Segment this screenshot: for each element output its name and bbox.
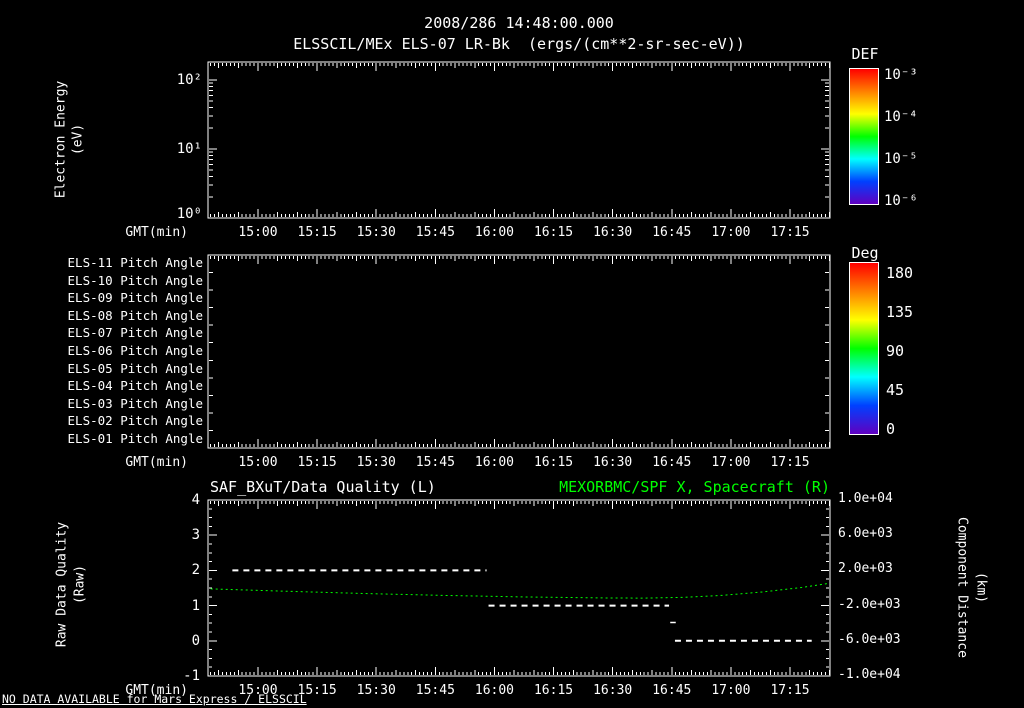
quality-ytick-label: -1 bbox=[183, 668, 200, 684]
deg-colorbar-tick-label: 0 bbox=[886, 420, 896, 438]
x-tick-label: 17:15 bbox=[770, 683, 810, 698]
distance-axis-label: Component Distance bbox=[954, 517, 970, 658]
x-tick-label: 16:15 bbox=[533, 683, 574, 698]
pitch-row-label: ELS-10 Pitch Angle bbox=[67, 272, 203, 288]
quality-ytick-label: 4 bbox=[191, 492, 200, 508]
energy-ytick-label: 10² bbox=[176, 72, 202, 88]
distance-ytick-label: -2.0e+03 bbox=[838, 596, 901, 612]
x-tick-label: 16:30 bbox=[593, 225, 633, 240]
deg-colorbar-tick-label: 180 bbox=[886, 264, 914, 282]
quality-ytick-label: 3 bbox=[191, 527, 200, 544]
x-tick-label: 16:00 bbox=[474, 455, 515, 470]
distance-curve bbox=[210, 582, 830, 599]
x-tick-label: 16:15 bbox=[533, 225, 574, 240]
x-tick-label: 15:45 bbox=[415, 225, 455, 240]
distance-series-title: MEXORBMC/SPF X, Spacecraft (R) bbox=[559, 478, 830, 496]
x-tick-label: 15:30 bbox=[356, 683, 396, 698]
x-tick-label: 16:00 bbox=[474, 683, 515, 698]
distance-axis-units: (km) bbox=[973, 571, 989, 604]
x-tick-label: 15:15 bbox=[297, 225, 337, 240]
axis-tick-marks bbox=[209, 63, 830, 677]
pitch-row-label: ELS-01 Pitch Angle bbox=[67, 430, 203, 446]
x-tick-label: 15:45 bbox=[415, 683, 455, 698]
x-tick-label: 16:15 bbox=[533, 455, 574, 470]
data-series bbox=[210, 569, 830, 642]
pitch-angle-panel bbox=[207, 254, 831, 449]
gmt-axis-label-2: GMT(min) bbox=[125, 455, 188, 470]
def-colorbar-tick-label: 10⁻⁴ bbox=[884, 109, 918, 125]
quality-axis-units: (Raw) bbox=[72, 564, 88, 605]
x-tick-label: 15:15 bbox=[297, 455, 337, 470]
energy-axis-label: Electron Energy bbox=[53, 80, 69, 199]
def-colorbar bbox=[849, 68, 879, 205]
pitch-row-label: ELS-03 Pitch Angle bbox=[67, 395, 203, 411]
gmt-axis-label-3: GMT(min) bbox=[125, 683, 188, 698]
x-tick-label: 15:00 bbox=[238, 683, 278, 698]
quality-axis-label: Raw Data Quality bbox=[54, 521, 70, 648]
quality-ytick-label: 0 bbox=[191, 632, 200, 649]
quality-ytick-label: 1 bbox=[191, 597, 200, 614]
pitch-row-label: ELS-07 Pitch Angle bbox=[67, 325, 203, 341]
def-colorbar-tick-label: 10⁻⁶ bbox=[884, 193, 918, 209]
plot-subtitle: ELSSCIL/MEx ELS-07 LR-Bk (ergs/(cm**2-sr… bbox=[293, 35, 745, 53]
pitch-row-label: ELS-05 Pitch Angle bbox=[67, 360, 203, 376]
quality-series-title: SAF_BXuT/Data Quality (L) bbox=[210, 478, 436, 496]
x-tick-label: 16:00 bbox=[474, 225, 515, 240]
distance-ytick-label: 6.0e+03 bbox=[838, 526, 893, 542]
x-tick-label: 17:00 bbox=[711, 683, 751, 698]
x-tick-label: 17:15 bbox=[770, 225, 810, 240]
deg-colorbar-tick-label: 45 bbox=[886, 381, 905, 399]
x-tick-label: 16:30 bbox=[593, 683, 633, 698]
deg-colorbar bbox=[849, 262, 879, 435]
pitch-row-label: ELS-08 Pitch Angle bbox=[67, 307, 203, 323]
deg-colorbar-tick-label: 135 bbox=[886, 303, 914, 321]
energy-axis-units: (eV) bbox=[70, 123, 86, 156]
spectrogram-panel bbox=[207, 61, 831, 219]
x-tick-label: 15:30 bbox=[356, 455, 396, 470]
pitch-row-label: ELS-09 Pitch Angle bbox=[67, 290, 203, 306]
pitch-row-label: ELS-06 Pitch Angle bbox=[67, 343, 203, 358]
x-tick-label: 16:30 bbox=[593, 455, 633, 470]
distance-ytick-label: 2.0e+03 bbox=[838, 561, 893, 577]
energy-ytick-label: 10¹ bbox=[176, 141, 202, 157]
def-colorbar-title: DEF bbox=[851, 45, 879, 63]
plot-date-title: 2008/286 14:48:00.000 bbox=[424, 14, 614, 32]
deg-colorbar-title: Deg bbox=[851, 244, 879, 262]
pitch-row-label: ELS-04 Pitch Angle bbox=[67, 378, 203, 394]
deg-colorbar-tick-label: 90 bbox=[886, 342, 905, 360]
def-colorbar-tick-label: 10⁻⁵ bbox=[884, 151, 918, 167]
x-tick-label: 17:15 bbox=[770, 455, 810, 470]
def-colorbar-tick-label: 10⁻³ bbox=[884, 67, 918, 83]
distance-ytick-label: 1.0e+04 bbox=[838, 491, 893, 506]
x-tick-label: 15:00 bbox=[238, 455, 278, 470]
x-tick-label: 15:15 bbox=[297, 683, 337, 698]
x-tick-label: 15:30 bbox=[356, 225, 396, 240]
x-tick-label: 16:45 bbox=[652, 455, 692, 470]
pitch-row-label: ELS-02 Pitch Angle bbox=[67, 413, 203, 429]
distance-ytick-label: -6.0e+03 bbox=[838, 631, 901, 647]
distance-ytick-label: -1.0e+04 bbox=[838, 667, 901, 682]
gmt-axis-label-1: GMT(min) bbox=[125, 225, 188, 240]
x-tick-label: 16:45 bbox=[652, 225, 692, 240]
quality-ytick-label: 2 bbox=[191, 562, 200, 579]
quality-distance-panel bbox=[207, 499, 831, 677]
x-tick-label: 16:45 bbox=[652, 683, 692, 698]
energy-ytick-label: 10⁰ bbox=[176, 206, 202, 222]
pitch-row-label: ELS-11 Pitch Angle bbox=[67, 255, 203, 271]
x-tick-label: 15:45 bbox=[415, 455, 455, 470]
no-data-footer: NO DATA AVAILABLE for Mars Express / ELS… bbox=[2, 692, 307, 706]
x-tick-label: 15:00 bbox=[238, 225, 278, 240]
x-tick-label: 17:00 bbox=[711, 455, 751, 470]
x-tick-label: 17:00 bbox=[711, 225, 751, 240]
